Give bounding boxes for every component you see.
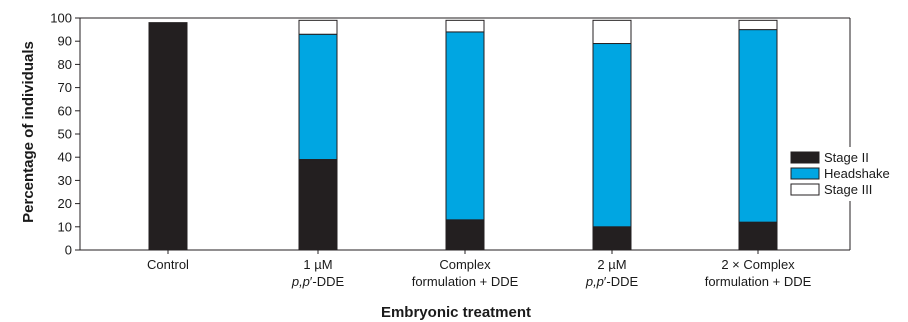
y-tick-label: 90 bbox=[58, 34, 72, 49]
bar-segment-stage-iii bbox=[592, 19, 632, 45]
y-axis-title: Percentage of individuals bbox=[20, 41, 37, 223]
x-category-label: 2 µM bbox=[597, 257, 626, 272]
legend-swatch-stage-ii bbox=[790, 151, 820, 164]
y-tick-label: 10 bbox=[58, 219, 72, 234]
x-category-label: formulation + DDE bbox=[705, 274, 812, 289]
y-tick-label: 30 bbox=[58, 173, 72, 188]
bar-segment-stage-iii bbox=[298, 19, 338, 35]
bar-segment-stage-ii bbox=[148, 22, 188, 251]
y-tick-label: 50 bbox=[58, 127, 72, 142]
legend-label: Stage III bbox=[824, 182, 872, 197]
y-tick-label: 60 bbox=[58, 103, 72, 118]
bar-segment-headshake bbox=[298, 33, 338, 161]
y-tick-label: 80 bbox=[58, 57, 72, 72]
legend-swatch-headshake bbox=[790, 167, 820, 180]
bar-segment-stage-iii bbox=[738, 19, 778, 31]
plot-area: 0 10 20 30 40 50 60 70 80 90 100 Control 1 µM p,p′-DD… bbox=[50, 11, 851, 289]
bar-segment-stage-ii bbox=[298, 159, 338, 251]
x-category-label: 2 × Complex bbox=[721, 257, 795, 272]
x-category-label: p,p′-DDE bbox=[585, 274, 639, 289]
bar-segment-headshake bbox=[738, 29, 778, 223]
legend-label: Stage II bbox=[824, 150, 869, 165]
x-category-label: formulation + DDE bbox=[412, 274, 519, 289]
x-category-label: Complex bbox=[439, 257, 491, 272]
y-tick-label: 40 bbox=[58, 150, 72, 165]
x-category-label: p,p′-DDE bbox=[291, 274, 345, 289]
legend-swatch-stage-iii bbox=[790, 183, 820, 196]
y-tick-label: 70 bbox=[58, 80, 72, 95]
bar-segment-headshake bbox=[445, 31, 485, 221]
y-tick-label: 100 bbox=[50, 11, 72, 26]
bar-segment-stage-ii bbox=[738, 221, 778, 251]
x-category-label: 1 µM bbox=[303, 257, 332, 272]
x-axis-title: Embryonic treatment bbox=[381, 304, 531, 321]
y-tick-label: 20 bbox=[58, 196, 72, 211]
legend-label: Headshake bbox=[824, 166, 890, 181]
bar-segment-stage-ii bbox=[592, 226, 632, 251]
bar-segment-headshake bbox=[592, 43, 632, 228]
bar-segment-stage-iii bbox=[445, 19, 485, 33]
y-tick-label: 0 bbox=[65, 243, 72, 258]
x-category-label: Control bbox=[147, 257, 189, 272]
bar-segment-stage-ii bbox=[445, 219, 485, 251]
